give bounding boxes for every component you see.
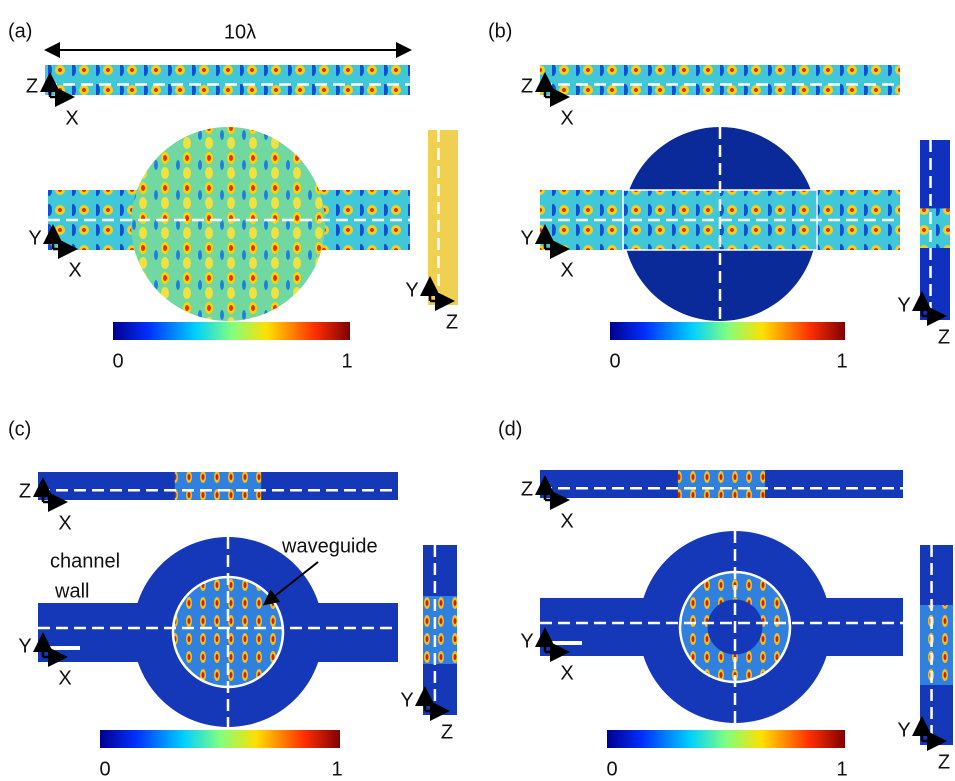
colorbar-max: 1: [836, 350, 847, 372]
top-field: [540, 65, 900, 95]
axis-label: X: [560, 107, 573, 129]
colorbar-max: 1: [331, 758, 342, 776]
colorbar: [100, 730, 340, 748]
axis-label: Z: [938, 751, 950, 773]
axis-label: Z: [446, 311, 458, 333]
axis-label: X: [58, 512, 71, 534]
scale-label: 10λ: [224, 21, 256, 43]
axis-label: Z: [938, 326, 950, 348]
annotation: wall: [54, 580, 89, 602]
axis-label: X: [560, 510, 573, 532]
figure: (a) Z X Y X Y Z 0 1 (b) Z X Y X Y Z 0 1 (c) Z X Y X Y Z 0 1 (d) Z X Y X…: [0, 0, 955, 776]
axis-label: X: [560, 259, 573, 281]
axis-label: Z: [521, 478, 533, 500]
panel-label: (d): [498, 418, 522, 440]
colorbar-max: 1: [341, 350, 352, 372]
axis-label: Y: [897, 294, 910, 316]
panel-label: (c): [8, 418, 31, 440]
annotation: waveguide: [281, 535, 378, 557]
side-field-center: [920, 605, 953, 685]
side-field-center: [423, 596, 457, 664]
axis-label: Z: [441, 721, 453, 743]
panel-label: (a): [8, 20, 32, 42]
axis-label: Y: [520, 227, 533, 249]
axis-label: Z: [26, 75, 38, 97]
colorbar: [610, 322, 845, 340]
side-field-center: [920, 208, 950, 248]
axis-label: Y: [400, 689, 413, 711]
axis-label: Z: [19, 480, 31, 502]
colorbar-max: 1: [836, 758, 847, 776]
colorbar-min: 0: [99, 758, 110, 776]
colorbar-min: 0: [606, 758, 617, 776]
axis-label: Z: [521, 75, 533, 97]
colorbar-min: 0: [609, 350, 620, 372]
top-field-center: [678, 470, 765, 498]
chamber: [131, 127, 325, 321]
panel-label: (b): [488, 20, 512, 42]
axis-label: Y: [520, 630, 533, 652]
colorbar: [113, 322, 350, 340]
annotation: channel: [50, 550, 120, 572]
colorbar: [607, 730, 845, 748]
axis-label: Y: [28, 227, 41, 249]
axis-label: Y: [897, 719, 910, 741]
axis-label: X: [65, 107, 78, 129]
top-field: [45, 65, 410, 95]
axis-label: X: [560, 662, 573, 684]
axis-label: Y: [405, 279, 418, 301]
side-field: [428, 130, 458, 305]
top-field-center: [175, 472, 261, 500]
axis-label: X: [68, 259, 81, 281]
axis-label: X: [58, 667, 71, 689]
axis-label: Y: [18, 635, 31, 657]
colorbar-min: 0: [112, 350, 123, 372]
